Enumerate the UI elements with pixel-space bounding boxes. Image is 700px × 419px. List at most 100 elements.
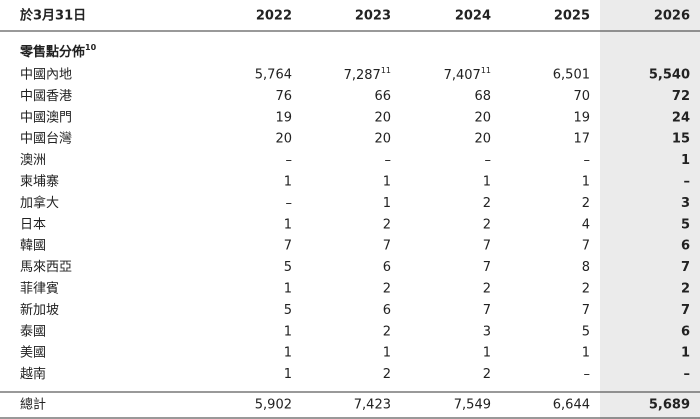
cell: 17 (573, 132, 590, 147)
year-header: 2024 (455, 9, 491, 24)
cell: 5 (284, 260, 292, 275)
row-label: 泰國 (20, 324, 46, 339)
section-title: 零售點分佈10 (19, 43, 97, 60)
header-label: 於3月31日 (20, 8, 86, 24)
cell: 7 (681, 303, 690, 318)
cell: 1 (284, 282, 292, 297)
cell: 7 (483, 260, 491, 275)
cell: 6 (383, 303, 391, 318)
cell: 1 (681, 153, 690, 168)
year-header: 2025 (554, 9, 590, 24)
cell: 8 (582, 260, 590, 275)
cell: 19 (275, 110, 292, 125)
row-label: 澳洲 (20, 152, 46, 168)
cell: 1 (582, 346, 590, 361)
cell: 76 (275, 89, 292, 104)
row-label: 日本 (20, 217, 46, 232)
cell: 7,549 (454, 398, 491, 413)
cell: 20 (374, 132, 391, 147)
cell: 7 (681, 260, 690, 275)
cell: 5,902 (255, 398, 292, 413)
row-label: 美國 (20, 346, 46, 361)
footnote: 11 (481, 66, 491, 75)
cell: 66 (374, 89, 391, 104)
cell: 3 (483, 324, 491, 339)
cell: 1 (483, 346, 491, 361)
cell-value: 7,407 (444, 68, 481, 83)
cell: – (485, 153, 492, 168)
cell: 2 (383, 367, 391, 382)
row-label: 中國台灣 (20, 132, 72, 147)
cell: 15 (672, 132, 690, 147)
cell: 7 (582, 239, 590, 254)
cell: 1 (284, 367, 292, 382)
cell: 68 (474, 89, 491, 104)
footnote: 10 (85, 43, 97, 52)
cell: 5 (681, 217, 690, 232)
cell: 6 (681, 239, 690, 254)
cell: – (584, 367, 591, 382)
row-label: 馬來西亞 (20, 260, 72, 275)
cell: 6,644 (553, 398, 590, 413)
cell: – (684, 175, 691, 190)
cell: 2 (483, 282, 491, 297)
row-label: 新加坡 (20, 302, 59, 318)
cell: 7,423 (354, 398, 391, 413)
cell: 6,501 (553, 68, 590, 83)
cell: 1 (284, 324, 292, 339)
cell: 5 (582, 324, 590, 339)
cell: 6 (383, 260, 391, 275)
cell: 2 (582, 196, 590, 211)
cell: 2 (383, 217, 391, 232)
cell: 24 (672, 110, 690, 125)
cell: 1 (284, 217, 292, 232)
cell: 7 (284, 239, 292, 254)
cell: 70 (573, 89, 590, 104)
cell: 4 (582, 217, 590, 232)
cell: 7 (483, 239, 491, 254)
cell: 1 (582, 175, 590, 190)
cell: 20 (275, 132, 292, 147)
cell: 2 (582, 282, 590, 297)
cell: 1 (681, 346, 690, 361)
year-header: 2023 (355, 9, 391, 24)
cell: 7,28711 (344, 66, 391, 83)
cell: 5 (284, 303, 292, 318)
cell: 7 (383, 239, 391, 254)
cell: 72 (672, 89, 690, 104)
row-label: 中國香港 (20, 89, 72, 104)
cell: 20 (474, 132, 491, 147)
row-label: 加拿大 (20, 195, 59, 211)
cell: 1 (383, 196, 391, 211)
cell: – (684, 367, 691, 382)
cell: 20 (474, 110, 491, 125)
row-label: 柬埔寨 (20, 174, 59, 190)
row-label: 越南 (20, 366, 46, 382)
year-header: 2022 (256, 9, 292, 24)
cell: – (584, 153, 591, 168)
cell: 20 (374, 110, 391, 125)
cell: 2 (681, 282, 690, 297)
row-label: 韓國 (20, 239, 46, 254)
cell: – (286, 196, 293, 211)
row-label: 中國澳門 (20, 109, 72, 125)
cell: – (385, 153, 392, 168)
cell: 19 (573, 110, 590, 125)
row-label: 中國內地 (20, 68, 72, 83)
cell: 3 (681, 196, 690, 211)
cell: 2 (483, 196, 491, 211)
cell: 2 (483, 217, 491, 232)
cell: 1 (284, 175, 292, 190)
cell: 2 (383, 324, 391, 339)
cell: 7 (483, 303, 491, 318)
cell: 5,764 (255, 68, 292, 83)
cell: 6 (681, 324, 690, 339)
total-label: 總計 (20, 397, 46, 413)
cell: 1 (284, 346, 292, 361)
cell: 5,540 (649, 68, 690, 83)
cell: 2 (483, 367, 491, 382)
cell: 2 (383, 282, 391, 297)
row-label: 菲律賓 (20, 281, 59, 297)
cell: 7 (582, 303, 590, 318)
